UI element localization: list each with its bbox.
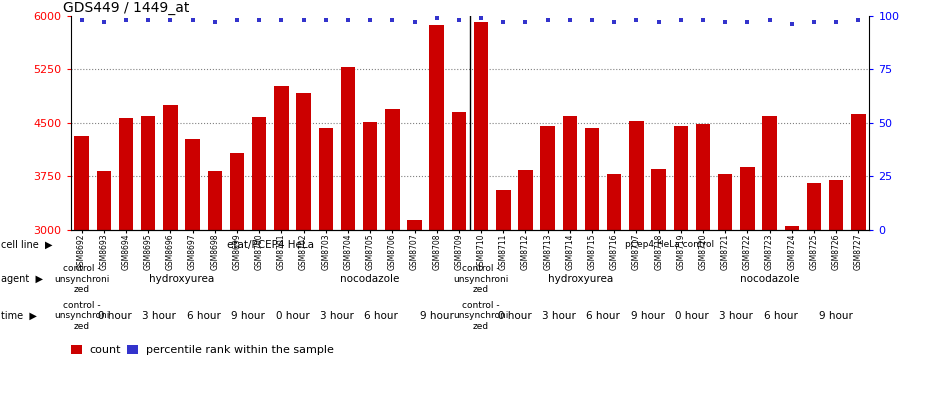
Bar <box>452 112 466 230</box>
Text: nocodazole: nocodazole <box>340 274 400 284</box>
Text: 9 hour: 9 hour <box>420 311 454 321</box>
Bar <box>407 221 422 230</box>
Bar <box>74 135 88 230</box>
Bar <box>430 25 444 230</box>
Bar <box>785 226 799 230</box>
Text: 6 hour: 6 hour <box>187 311 221 321</box>
Text: pCep4 HeLa control: pCep4 HeLa control <box>625 240 714 249</box>
Bar <box>496 190 510 230</box>
Text: 3 hour: 3 hour <box>719 311 753 321</box>
Bar <box>164 105 178 230</box>
Bar <box>607 174 621 230</box>
Bar <box>585 128 600 230</box>
Bar <box>696 124 711 230</box>
Text: cell line  ▶: cell line ▶ <box>1 240 53 249</box>
Text: 9 hour: 9 hour <box>631 311 665 321</box>
Text: 9 hour: 9 hour <box>231 311 265 321</box>
Text: 0 hour: 0 hour <box>98 311 132 321</box>
Text: etat/PCEP4 HeLa: etat/PCEP4 HeLa <box>227 240 314 249</box>
Bar <box>141 116 155 230</box>
Bar <box>229 153 244 230</box>
Bar <box>363 122 377 230</box>
Text: time  ▶: time ▶ <box>1 311 37 321</box>
Text: control -
unsynchroni
zed: control - unsynchroni zed <box>453 301 509 331</box>
Bar <box>474 21 488 230</box>
Bar <box>274 86 289 230</box>
Bar <box>740 167 755 230</box>
Bar <box>385 109 400 230</box>
Text: 0 hour: 0 hour <box>275 311 309 321</box>
Bar <box>718 174 732 230</box>
Bar <box>651 169 666 230</box>
Bar <box>629 121 644 230</box>
Text: 6 hour: 6 hour <box>764 311 798 321</box>
Bar <box>518 170 533 230</box>
Text: percentile rank within the sample: percentile rank within the sample <box>146 345 334 355</box>
Text: 6 hour: 6 hour <box>365 311 399 321</box>
Bar <box>340 67 355 230</box>
Text: 0 hour: 0 hour <box>497 311 531 321</box>
Text: 6 hour: 6 hour <box>587 311 620 321</box>
Bar <box>252 117 266 230</box>
Bar <box>319 128 333 230</box>
Bar <box>829 180 843 230</box>
Text: count: count <box>89 345 121 355</box>
Text: control -
unsynchroni
zed: control - unsynchroni zed <box>54 264 109 294</box>
Bar <box>296 93 311 230</box>
Text: hydroxyurea: hydroxyurea <box>149 274 214 284</box>
Bar <box>97 171 111 230</box>
Bar <box>563 116 577 230</box>
Text: 3 hour: 3 hour <box>541 311 575 321</box>
Text: 3 hour: 3 hour <box>142 311 176 321</box>
Bar <box>852 114 866 230</box>
Text: 0 hour: 0 hour <box>675 311 709 321</box>
Text: nocodazole: nocodazole <box>740 274 799 284</box>
Bar <box>540 126 555 230</box>
Bar <box>118 118 133 230</box>
Bar <box>674 126 688 230</box>
Text: hydroxyurea: hydroxyurea <box>548 274 614 284</box>
Text: 3 hour: 3 hour <box>320 311 353 321</box>
Text: control -
unsynchroni
zed: control - unsynchroni zed <box>54 301 109 331</box>
Text: GDS449 / 1449_at: GDS449 / 1449_at <box>62 1 189 15</box>
Bar <box>762 116 776 230</box>
Bar <box>807 183 822 230</box>
Text: agent  ▶: agent ▶ <box>1 274 43 284</box>
Text: 9 hour: 9 hour <box>820 311 854 321</box>
Bar <box>185 139 200 230</box>
Text: control -
unsynchroni
zed: control - unsynchroni zed <box>453 264 509 294</box>
Bar <box>208 171 222 230</box>
